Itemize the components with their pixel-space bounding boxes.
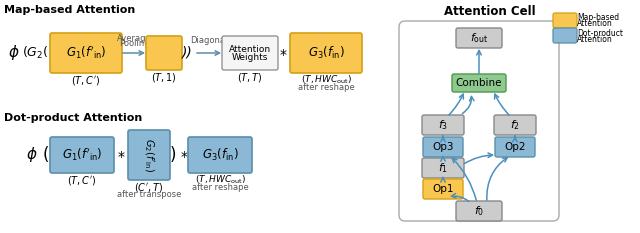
FancyBboxPatch shape	[423, 179, 463, 199]
Text: $*$: $*$	[279, 46, 287, 60]
Text: after reshape: after reshape	[191, 183, 248, 192]
Text: $(G_2($: $(G_2($	[22, 45, 49, 61]
Text: $G_3(f_{\rm in})$: $G_3(f_{\rm in})$	[308, 45, 344, 61]
FancyBboxPatch shape	[452, 74, 506, 92]
Text: Op2: Op2	[504, 142, 525, 152]
FancyBboxPatch shape	[188, 137, 252, 173]
Text: Dot-product Attention: Dot-product Attention	[4, 113, 142, 123]
FancyBboxPatch shape	[128, 130, 170, 180]
Text: $G_1(f'_{\rm in})$: $G_1(f'_{\rm in})$	[66, 45, 106, 61]
Text: $(T, HWC_{\rm out})$: $(T, HWC_{\rm out})$	[195, 174, 245, 186]
Text: $*$: $*$	[180, 148, 188, 162]
Text: Combine: Combine	[456, 78, 502, 88]
Text: $\phi$: $\phi$	[26, 145, 38, 164]
FancyBboxPatch shape	[222, 36, 278, 70]
FancyBboxPatch shape	[50, 137, 114, 173]
Text: $f_3$: $f_3$	[438, 118, 448, 132]
Text: $*$: $*$	[116, 148, 125, 162]
FancyBboxPatch shape	[290, 33, 362, 73]
Text: Attention: Attention	[577, 34, 612, 44]
Text: (: (	[43, 146, 49, 164]
Text: $(T, T)$: $(T, T)$	[237, 71, 263, 84]
FancyBboxPatch shape	[553, 13, 577, 28]
Text: $f_1$: $f_1$	[438, 161, 448, 175]
FancyBboxPatch shape	[494, 115, 536, 135]
FancyBboxPatch shape	[399, 21, 559, 221]
Text: $G_3(f_{\rm in})$: $G_3(f_{\rm in})$	[202, 147, 239, 163]
Text: ): )	[170, 146, 176, 164]
Text: Attention: Attention	[229, 45, 271, 54]
FancyBboxPatch shape	[423, 137, 463, 157]
Text: Map-based: Map-based	[577, 14, 619, 23]
Text: $G_1(f'_{\rm in})$: $G_1(f'_{\rm in})$	[61, 147, 102, 163]
Text: $(T, HWC_{\rm out})$: $(T, HWC_{\rm out})$	[301, 74, 351, 86]
Text: Op3: Op3	[432, 142, 454, 152]
Text: $(T, 1)$: $(T, 1)$	[151, 71, 177, 84]
Text: $(T, C')$: $(T, C')$	[71, 74, 100, 87]
Text: Dot-product: Dot-product	[577, 28, 623, 38]
FancyBboxPatch shape	[146, 36, 182, 70]
Text: Weights: Weights	[232, 52, 268, 62]
FancyBboxPatch shape	[422, 115, 464, 135]
Text: $f_0$: $f_0$	[474, 204, 484, 218]
Text: )): ))	[182, 46, 193, 60]
Text: Diagonal: Diagonal	[190, 36, 228, 45]
FancyBboxPatch shape	[50, 33, 122, 73]
Text: $f_{\rm out}$: $f_{\rm out}$	[470, 31, 488, 45]
Text: Map-based Attention: Map-based Attention	[4, 5, 135, 15]
Text: after reshape: after reshape	[298, 83, 355, 92]
Text: $(C', T)$: $(C', T)$	[134, 181, 164, 194]
Text: Attention: Attention	[577, 20, 612, 28]
FancyBboxPatch shape	[456, 201, 502, 221]
Text: Attention Cell: Attention Cell	[444, 5, 536, 18]
FancyBboxPatch shape	[553, 28, 577, 43]
Text: Op1: Op1	[432, 184, 454, 194]
FancyBboxPatch shape	[495, 137, 535, 157]
FancyBboxPatch shape	[422, 158, 464, 178]
Text: $(T, C')$: $(T, C')$	[67, 174, 97, 187]
FancyBboxPatch shape	[456, 28, 502, 48]
Text: after transpose: after transpose	[117, 190, 181, 199]
Text: $f_2$: $f_2$	[510, 118, 520, 132]
Text: Pooling: Pooling	[118, 39, 149, 48]
Text: $\phi$: $\phi$	[8, 44, 20, 62]
Text: Average: Average	[116, 34, 152, 43]
Text: $G_2(f'_{\rm in})$: $G_2(f'_{\rm in})$	[142, 138, 156, 172]
